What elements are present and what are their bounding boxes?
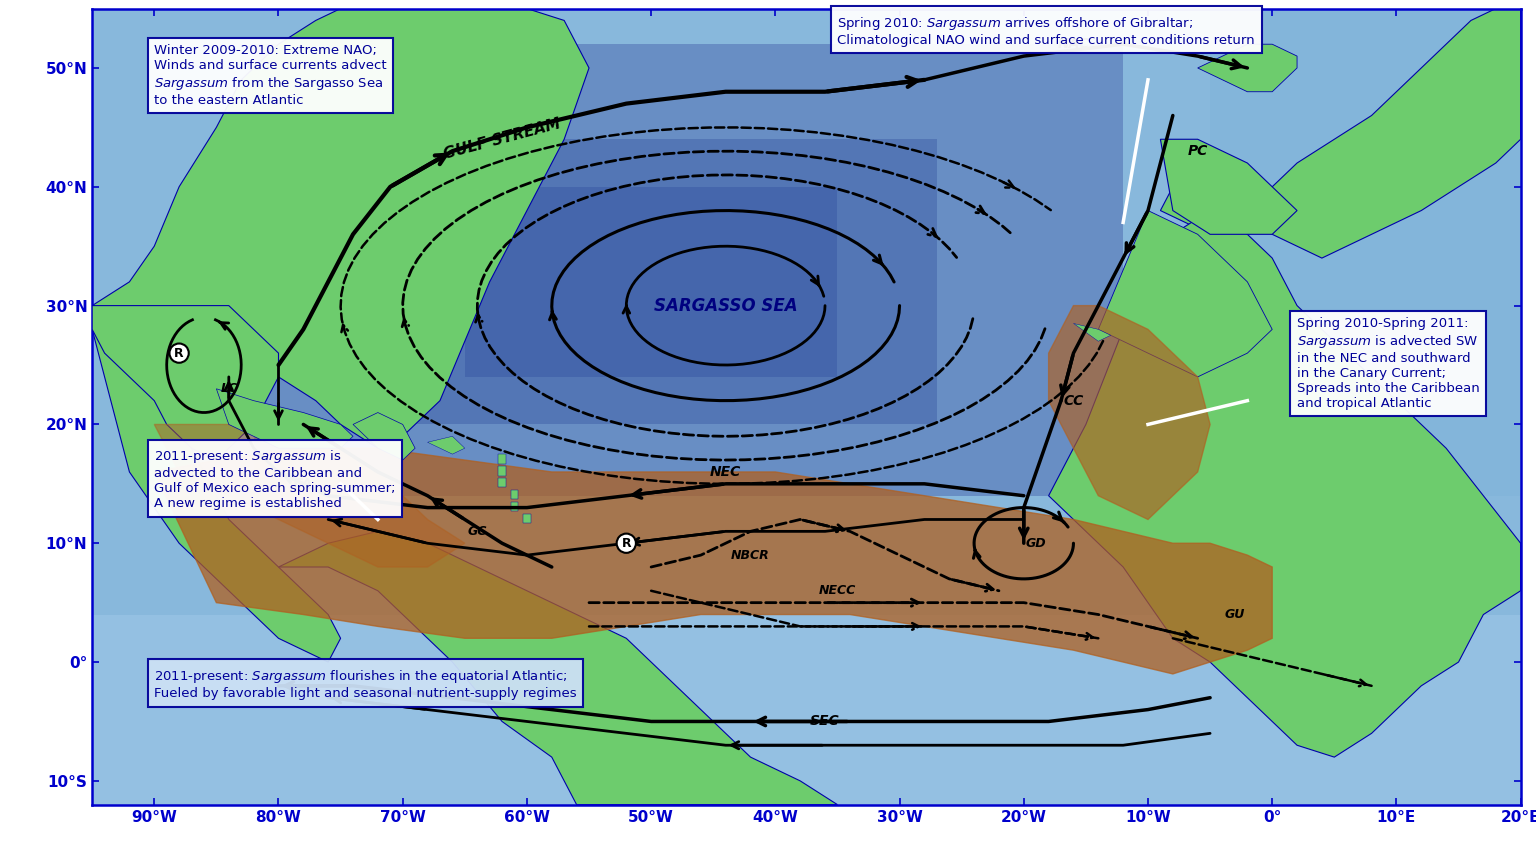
Polygon shape: [498, 466, 505, 476]
Text: LC: LC: [220, 383, 238, 395]
Text: 2011-present: $\it{Sargassum}$ flourishes in the equatorial Atlantic;
Fueled by : 2011-present: $\it{Sargassum}$ flourishe…: [154, 668, 578, 700]
Text: R: R: [174, 347, 184, 360]
Polygon shape: [92, 9, 588, 449]
Text: 2011-present: $\it{Sargassum}$ is
advected to the Caribbean and
Gulf of Mexico e: 2011-present: $\it{Sargassum}$ is advect…: [154, 449, 396, 510]
Polygon shape: [278, 532, 837, 805]
Bar: [1210, 0, 1521, 496]
Bar: [378, 140, 937, 425]
Text: Spring 2010: $\it{Sargassum}$ arrives offshore of Gibraltar;
Climatological NAO : Spring 2010: $\it{Sargassum}$ arrives of…: [837, 15, 1255, 46]
Polygon shape: [511, 490, 518, 499]
Polygon shape: [92, 330, 341, 662]
Polygon shape: [1198, 45, 1296, 92]
Polygon shape: [1074, 324, 1111, 342]
Text: NAC: NAC: [1057, 37, 1089, 51]
Polygon shape: [353, 413, 415, 460]
Text: GULF STREAM: GULF STREAM: [442, 116, 562, 162]
Text: Winter 2009-2010: Extreme NAO;
Winds and surface currents advect
$\it{Sargassum}: Winter 2009-2010: Extreme NAO; Winds and…: [154, 45, 387, 107]
Polygon shape: [524, 514, 530, 523]
Text: GC: GC: [467, 525, 487, 538]
Text: PC: PC: [1187, 144, 1207, 158]
Text: SEC: SEC: [809, 715, 840, 728]
Polygon shape: [1160, 9, 1521, 258]
Text: NEC: NEC: [710, 465, 742, 479]
Polygon shape: [498, 455, 505, 464]
Polygon shape: [92, 306, 278, 460]
Bar: [253, 45, 1123, 496]
Text: NBCR: NBCR: [731, 549, 770, 562]
Text: Spring 2010-Spring 2011:
$\it{Sargassum}$ is advected SW
in the NEC and southwar: Spring 2010-Spring 2011: $\it{Sargassum}…: [1296, 318, 1479, 410]
Text: NECC: NECC: [819, 585, 856, 597]
Text: R: R: [622, 537, 631, 550]
Polygon shape: [498, 478, 505, 487]
Polygon shape: [1098, 211, 1272, 377]
Polygon shape: [1049, 211, 1521, 757]
Text: SARGASSO SEA: SARGASSO SEA: [654, 297, 797, 315]
Text: CA: CA: [293, 478, 313, 490]
Polygon shape: [217, 389, 353, 449]
Text: CC: CC: [1063, 394, 1083, 407]
Polygon shape: [1049, 306, 1210, 520]
Text: GU: GU: [1224, 608, 1246, 621]
Polygon shape: [511, 502, 518, 511]
Polygon shape: [154, 425, 465, 567]
Polygon shape: [154, 449, 1272, 674]
Text: GD: GD: [1026, 537, 1046, 550]
Polygon shape: [1160, 140, 1296, 235]
Bar: [92, 615, 1521, 805]
Bar: [465, 187, 837, 377]
Polygon shape: [427, 437, 465, 455]
